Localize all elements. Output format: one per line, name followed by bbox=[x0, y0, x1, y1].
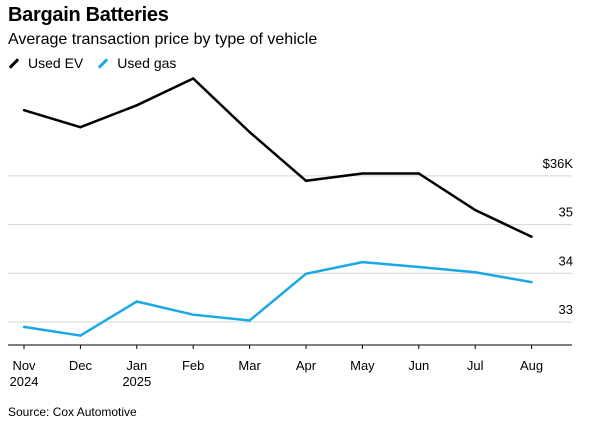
data-point-used-ev-feb bbox=[192, 77, 195, 80]
x-tick-year-2024: 2024 bbox=[10, 374, 39, 389]
x-tick-label-feb: Feb bbox=[182, 358, 204, 373]
data-point-used-gas-feb bbox=[192, 313, 195, 316]
x-tick-label-aug: Aug bbox=[520, 358, 543, 373]
legend-item-used-gas: Used gas bbox=[97, 55, 176, 71]
x-tick-year-2025: 2025 bbox=[122, 374, 151, 389]
data-point-used-ev-jul bbox=[474, 208, 477, 212]
x-tick-label-mar: Mar bbox=[238, 358, 261, 373]
data-point-used-gas-jun bbox=[417, 265, 420, 269]
chart-subtitle: Average transaction price by type of veh… bbox=[8, 31, 318, 48]
y-tick-label-34: 34 bbox=[559, 253, 573, 268]
data-point-used-gas-nov bbox=[22, 325, 26, 329]
data-point-used-ev-jan bbox=[135, 104, 138, 107]
data-point-used-ev-mar bbox=[248, 130, 251, 134]
chart-title: Bargain Batteries bbox=[8, 4, 169, 26]
data-point-used-gas-may bbox=[361, 260, 364, 264]
legend-label-used-gas: Used gas bbox=[117, 55, 177, 71]
x-tick-label-apr: Apr bbox=[296, 358, 317, 373]
legend-label-used-ev: Used EV bbox=[28, 55, 84, 71]
x-tick-label-jul: Jul bbox=[467, 358, 484, 373]
data-point-used-gas-jul bbox=[474, 271, 477, 274]
data-point-used-gas-dec bbox=[79, 334, 82, 337]
y-tick-label-33: 33 bbox=[559, 302, 573, 317]
y-tick-label-36: $36K bbox=[543, 156, 574, 171]
data-point-used-ev-apr bbox=[304, 179, 308, 182]
x-tick-label-jan: Jan bbox=[126, 358, 147, 373]
x-tick-label-may: May bbox=[350, 358, 375, 373]
legend: Used EV Used gas bbox=[8, 55, 190, 71]
series-line-used-gas bbox=[23, 260, 532, 337]
data-point-used-ev-jun bbox=[417, 172, 420, 175]
data-point-used-ev-nov bbox=[22, 108, 26, 112]
data-point-used-ev-may bbox=[361, 172, 364, 175]
data-point-used-gas-apr bbox=[304, 272, 308, 275]
legend-item-used-ev: Used EV bbox=[8, 55, 83, 71]
series-line-used-ev bbox=[23, 77, 533, 238]
x-tick-label-jun: Jun bbox=[408, 358, 429, 373]
x-tick-label-nov: Nov bbox=[12, 358, 36, 373]
data-point-used-gas-jan bbox=[135, 300, 138, 303]
source-note: Source: Cox Automotive bbox=[8, 405, 137, 419]
x-tick-label-dec: Dec bbox=[69, 358, 93, 373]
data-point-used-ev-dec bbox=[79, 126, 82, 129]
data-point-used-ev-aug bbox=[530, 235, 533, 238]
y-tick-label-35: 35 bbox=[559, 205, 573, 220]
data-point-used-gas-aug bbox=[530, 280, 533, 284]
data-point-used-gas-mar bbox=[248, 319, 251, 322]
